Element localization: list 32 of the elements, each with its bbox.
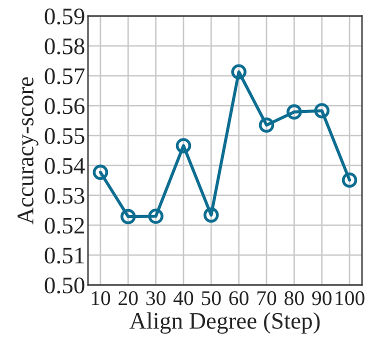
y-tick-label: 0.53	[44, 188, 84, 204]
y-tick-label: 0.54	[44, 158, 85, 174]
y-tick-label: 0.55	[44, 128, 84, 144]
y-tick-label: 0.52	[44, 218, 84, 234]
point	[176, 138, 192, 154]
point	[148, 208, 164, 224]
point	[314, 103, 330, 118]
y-tick-label: 0.57	[44, 68, 85, 84]
y-tick-label: 0.51	[44, 248, 84, 264]
point	[258, 117, 274, 133]
point	[120, 208, 136, 224]
y-axis-title: Accuracy-score	[18, 77, 38, 224]
x-tick-label: 100	[336, 291, 364, 306]
x-tick-label: 30	[146, 291, 166, 306]
x-tick-label: 70	[257, 291, 276, 306]
point	[342, 172, 358, 188]
point	[231, 64, 246, 80]
x-tick-label: 40	[173, 291, 194, 306]
x-axis-title: Align Degree (Step)	[130, 312, 320, 334]
x-tick-label: 90	[312, 291, 332, 306]
x-tick-label: 10	[92, 291, 110, 306]
point	[286, 104, 302, 120]
y-tick-label: 0.59	[44, 8, 84, 25]
x-tick-label: 50	[202, 291, 221, 306]
y-tick-label: 0.50	[44, 277, 84, 294]
point	[204, 207, 219, 223]
x-tick-label: 80	[284, 291, 304, 306]
x-tick-label: 60	[229, 291, 248, 306]
x-tick-label: 20	[118, 291, 138, 306]
y-tick-label: 0.58	[44, 38, 84, 54]
point	[92, 164, 108, 180]
y-tick-label: 0.56	[44, 98, 85, 114]
